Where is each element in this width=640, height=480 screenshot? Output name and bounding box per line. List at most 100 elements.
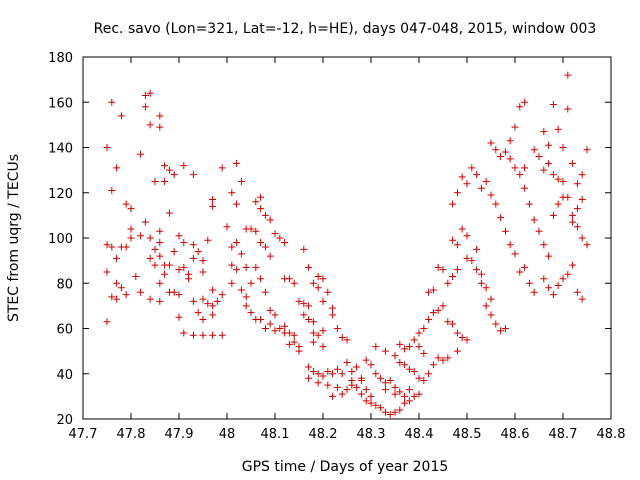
data-point <box>199 315 207 323</box>
data-point <box>573 223 581 231</box>
data-point <box>228 189 236 197</box>
data-point <box>353 363 361 371</box>
data-point <box>516 171 524 179</box>
data-point <box>218 291 226 299</box>
data-point <box>333 365 341 373</box>
data-point <box>228 243 236 251</box>
data-point <box>209 331 217 339</box>
data-point <box>477 184 485 192</box>
data-point <box>300 300 308 308</box>
data-point <box>482 302 490 310</box>
data-point <box>357 374 365 382</box>
data-point <box>540 166 548 174</box>
data-point <box>276 234 284 242</box>
data-point <box>530 146 538 154</box>
data-point <box>113 254 121 262</box>
data-point <box>343 336 351 344</box>
data-point <box>185 275 193 283</box>
data-point <box>357 390 365 398</box>
data-point <box>156 123 164 131</box>
data-point <box>156 279 164 287</box>
data-point <box>324 367 332 375</box>
y-tick-label: 160 <box>48 96 73 111</box>
data-point <box>453 266 461 274</box>
data-point <box>554 282 562 290</box>
data-point <box>170 248 178 256</box>
data-point <box>497 327 505 335</box>
data-point <box>305 363 313 371</box>
data-point <box>333 383 341 391</box>
data-point <box>569 218 577 226</box>
y-axis-label: STEC from uqrg / TECUs <box>6 154 22 322</box>
data-point <box>329 304 337 312</box>
data-point <box>108 293 116 301</box>
data-point <box>511 250 519 258</box>
data-point <box>146 234 154 242</box>
data-point <box>266 216 274 224</box>
data-point <box>266 306 274 314</box>
data-point <box>463 336 471 344</box>
data-point <box>314 379 322 387</box>
data-point <box>540 128 548 136</box>
data-point <box>237 177 245 185</box>
data-point <box>415 343 423 351</box>
data-point <box>300 245 308 253</box>
data-point <box>444 318 452 326</box>
data-point <box>492 320 500 328</box>
data-point <box>420 349 428 357</box>
data-point <box>439 356 447 364</box>
data-point <box>204 236 212 244</box>
data-point <box>314 370 322 378</box>
data-point <box>180 329 188 337</box>
data-point <box>377 404 385 412</box>
data-point <box>458 334 466 342</box>
data-point <box>338 390 346 398</box>
data-point <box>156 239 164 247</box>
data-point <box>113 295 121 303</box>
data-point <box>420 377 428 385</box>
data-point <box>506 155 514 163</box>
data-point <box>453 189 461 197</box>
data-point <box>338 334 346 342</box>
data-point <box>189 297 197 305</box>
data-point <box>314 331 322 339</box>
data-point <box>170 171 178 179</box>
y-tick-label: 40 <box>56 368 73 383</box>
data-point <box>525 200 533 208</box>
data-point <box>559 144 567 151</box>
data-point <box>319 275 327 283</box>
data-point <box>578 196 586 204</box>
data-point <box>271 229 279 237</box>
data-point <box>281 322 289 330</box>
data-point <box>175 291 183 299</box>
data-point <box>578 295 586 303</box>
data-point <box>228 261 236 269</box>
data-point <box>434 306 442 314</box>
data-point <box>329 311 337 319</box>
x-axis-label: GPS time / Days of year 2015 <box>242 459 449 475</box>
data-point <box>319 372 327 380</box>
data-point <box>261 211 269 219</box>
data-point <box>578 234 586 242</box>
data-point <box>261 325 269 332</box>
data-point <box>189 171 197 179</box>
data-point <box>223 223 231 231</box>
y-tick-label: 60 <box>56 323 73 338</box>
data-point <box>233 239 241 247</box>
data-point <box>482 284 490 292</box>
data-point <box>209 286 217 294</box>
y-tick-label: 180 <box>48 51 73 66</box>
y-tick-label: 20 <box>56 413 73 428</box>
x-axis: 47.7 47.8 47.9 48 48.1 48.2 48.3 48.4 48.5 48.6 48… <box>69 57 625 442</box>
data-point <box>309 279 317 287</box>
data-point <box>482 177 490 185</box>
data-point <box>103 318 111 326</box>
data-point <box>420 325 428 332</box>
data-point <box>458 225 466 233</box>
data-point <box>362 356 370 364</box>
data-point <box>324 288 332 296</box>
data-point <box>261 243 269 251</box>
data-point <box>501 325 509 332</box>
data-point <box>137 288 145 296</box>
